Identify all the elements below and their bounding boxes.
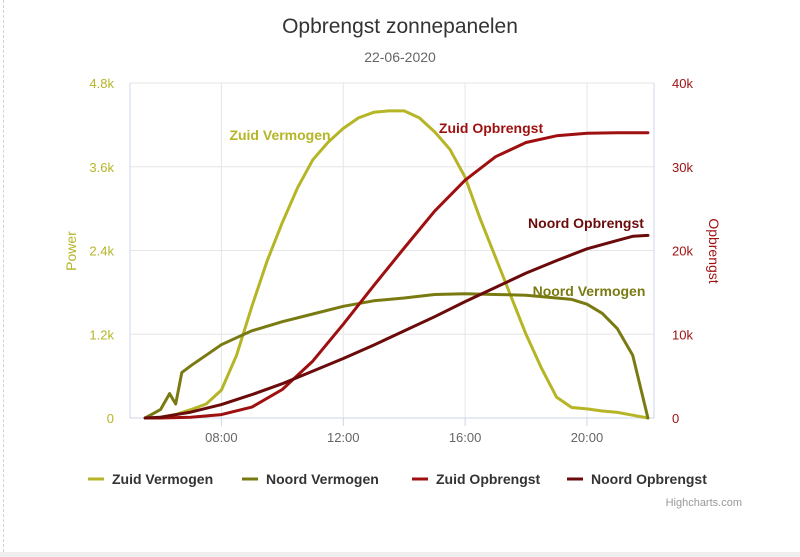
credits-link[interactable]: Highcharts.com: [666, 497, 742, 509]
legend-label: Zuid Opbrengst: [436, 471, 541, 487]
y-left-tick-label: 1.2k: [89, 327, 114, 342]
chart-title: Opbrengst zonnepanelen: [282, 15, 518, 38]
page-bottom-strip: [0, 552, 800, 557]
series-labels: Zuid Vermogen Noord Vermogen Zuid Opbrengs…: [229, 120, 645, 299]
y-axis-left-title: Power: [63, 231, 79, 271]
page-left-border: [0, 0, 4, 557]
noord-opbrengst-line[interactable]: [143, 233, 650, 420]
legend-label: Noord Vermogen: [266, 471, 379, 487]
noord-vermogen-label: Noord Vermogen: [533, 283, 646, 299]
legend-item-zuid-vermogen[interactable]: Zuid Vermogen: [88, 471, 213, 487]
legend-item-noord-vermogen[interactable]: Noord Vermogen: [242, 471, 379, 487]
zuid-opbrengst-line[interactable]: [143, 131, 650, 420]
y-right-tick-label: 0: [672, 411, 679, 426]
x-tick-label: 16:00: [449, 430, 482, 445]
y-right-tick-label: 10k: [672, 327, 693, 342]
y-left-tick-label: 0: [107, 411, 114, 426]
x-tick-label: 12:00: [327, 430, 360, 445]
plot-series: [143, 109, 650, 420]
x-tick-label: 20:00: [571, 430, 604, 445]
noord-vermogen-line[interactable]: [143, 292, 650, 420]
y-left-tick-label: 3.6k: [89, 160, 114, 175]
legend-item-zuid-opbrengst[interactable]: Zuid Opbrengst: [412, 471, 541, 487]
chart-subtitle: 22-06-2020: [364, 49, 436, 65]
y-right-tick-label: 30k: [672, 160, 693, 175]
zuid-vermogen-label: Zuid Vermogen: [229, 127, 330, 143]
y-right-tick-label: 40k: [672, 76, 693, 91]
y-axis-right-title: Opbrengst: [706, 218, 722, 283]
y-left-tick-label: 2.4k: [89, 244, 114, 259]
legend: Zuid Vermogen Noord Vermogen Zuid Opbrengs…: [88, 471, 707, 487]
y-right-tick-label: 20k: [672, 244, 693, 259]
zuid-opbrengst-label: Zuid Opbrengst: [439, 120, 544, 136]
legend-label: Zuid Vermogen: [112, 471, 213, 487]
noord-opbrengst-label: Noord Opbrengst: [528, 215, 644, 231]
y-left-tick-label: 4.8k: [89, 76, 114, 91]
legend-item-noord-opbrengst[interactable]: Noord Opbrengst: [567, 471, 707, 487]
zuid-vermogen-line[interactable]: [149, 109, 650, 420]
legend-label: Noord Opbrengst: [591, 471, 707, 487]
x-tick-label: 08:00: [205, 430, 238, 445]
axes: 0 1.2k 2.4k 3.6k 4.8k 0 10k 20k 30k 40k 08:00 12:00…: [89, 76, 693, 445]
